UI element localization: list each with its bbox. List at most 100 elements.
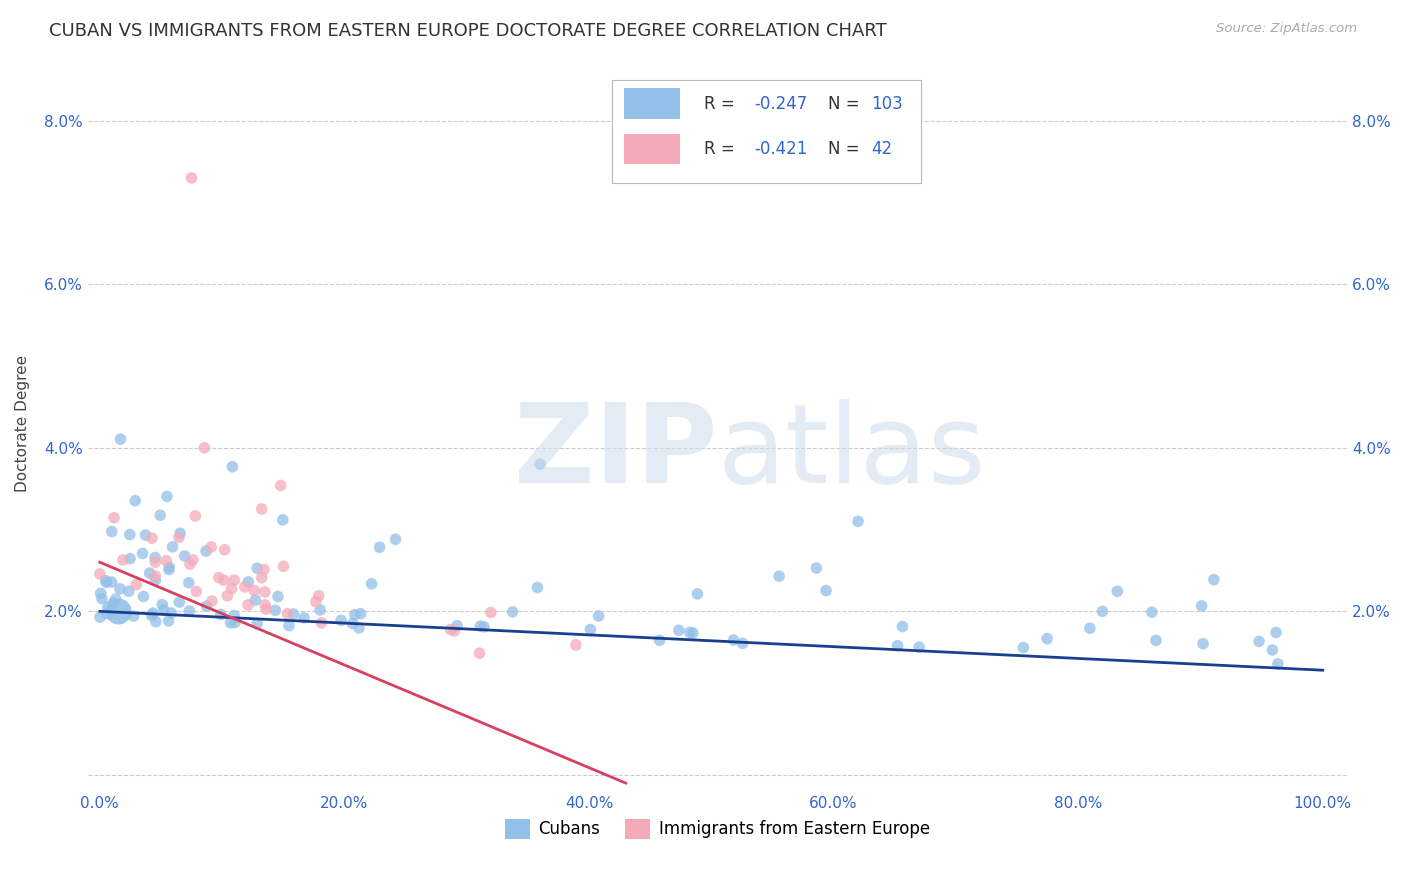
Point xyxy=(529,457,551,471)
Text: 42: 42 xyxy=(872,140,893,158)
Y-axis label: Doctorate Degree: Doctorate Degree xyxy=(15,355,30,491)
Point xyxy=(308,589,330,603)
Point xyxy=(118,584,141,599)
Point xyxy=(588,609,610,624)
Point xyxy=(179,604,201,618)
Point xyxy=(100,575,122,590)
Point xyxy=(254,602,277,616)
Point xyxy=(283,607,305,621)
Point xyxy=(138,566,160,581)
Point xyxy=(209,607,232,622)
Point xyxy=(1036,632,1059,646)
Legend: Cubans, Immigrants from Eastern Europe: Cubans, Immigrants from Eastern Europe xyxy=(499,812,936,846)
Text: 103: 103 xyxy=(872,95,903,113)
Point xyxy=(181,553,204,567)
Text: N =: N = xyxy=(828,95,865,113)
Point xyxy=(143,569,166,583)
Point xyxy=(221,459,243,474)
Point xyxy=(250,571,273,585)
Point xyxy=(157,563,180,577)
Text: Source: ZipAtlas.com: Source: ZipAtlas.com xyxy=(1216,22,1357,36)
Point xyxy=(149,508,172,523)
Bar xyxy=(624,88,679,120)
Point xyxy=(731,636,754,650)
Point xyxy=(1078,621,1101,635)
Point xyxy=(1247,634,1270,648)
Point xyxy=(579,623,602,637)
Point xyxy=(273,559,295,574)
Point xyxy=(292,611,315,625)
Point xyxy=(502,605,524,619)
Point xyxy=(1265,625,1288,640)
Text: -0.421: -0.421 xyxy=(754,140,807,158)
Point xyxy=(648,633,671,648)
Point xyxy=(246,616,269,631)
Point xyxy=(135,528,157,542)
Point xyxy=(157,614,180,628)
Point xyxy=(214,542,236,557)
Text: R =: R = xyxy=(704,95,741,113)
Point xyxy=(1267,657,1289,671)
Point xyxy=(179,557,201,571)
Point xyxy=(132,590,155,604)
Point xyxy=(243,583,266,598)
Point xyxy=(1091,604,1114,618)
Point xyxy=(1144,633,1167,648)
Text: CUBAN VS IMMIGRANTS FROM EASTERN EUROPE DOCTORATE DEGREE CORRELATION CHART: CUBAN VS IMMIGRANTS FROM EASTERN EUROPE … xyxy=(49,22,887,40)
Point xyxy=(342,616,364,631)
Point xyxy=(686,587,709,601)
Point xyxy=(238,574,260,589)
Point xyxy=(565,638,588,652)
Point xyxy=(253,562,276,576)
Point xyxy=(141,608,163,623)
Point xyxy=(160,606,183,620)
Point xyxy=(368,541,391,555)
Point xyxy=(443,624,465,638)
Point xyxy=(470,619,492,633)
Point xyxy=(142,606,165,620)
Point xyxy=(682,626,704,640)
Point xyxy=(110,432,132,446)
Point xyxy=(145,574,167,588)
Point xyxy=(156,490,179,504)
Point xyxy=(111,553,134,567)
Point xyxy=(1140,605,1163,619)
Point xyxy=(195,544,218,558)
Point xyxy=(201,594,224,608)
Point xyxy=(145,615,167,629)
Point xyxy=(173,549,195,563)
Text: N =: N = xyxy=(828,140,865,158)
Point xyxy=(1202,573,1225,587)
Point xyxy=(886,639,908,653)
Point xyxy=(250,502,273,516)
Point xyxy=(169,526,191,541)
Point xyxy=(276,607,298,621)
Point xyxy=(343,607,366,622)
Point xyxy=(309,603,332,617)
Point xyxy=(104,592,127,607)
Point xyxy=(100,524,122,539)
Point xyxy=(305,594,328,608)
Point xyxy=(169,595,191,609)
Point xyxy=(723,632,745,647)
Text: -0.247: -0.247 xyxy=(754,95,807,113)
Point xyxy=(150,598,173,612)
Point xyxy=(246,561,269,575)
Point xyxy=(193,441,215,455)
Point xyxy=(96,607,118,621)
Point xyxy=(253,585,276,599)
Point xyxy=(124,493,146,508)
Point xyxy=(118,527,141,541)
Point xyxy=(186,584,208,599)
Point xyxy=(180,170,202,185)
Point xyxy=(908,640,931,654)
Point xyxy=(1192,637,1215,651)
Point xyxy=(101,596,124,610)
Point xyxy=(177,575,200,590)
Point xyxy=(264,603,287,617)
Point xyxy=(162,540,184,554)
Point xyxy=(184,508,207,523)
Point xyxy=(195,599,218,613)
Point xyxy=(350,607,373,621)
Point xyxy=(270,478,292,492)
